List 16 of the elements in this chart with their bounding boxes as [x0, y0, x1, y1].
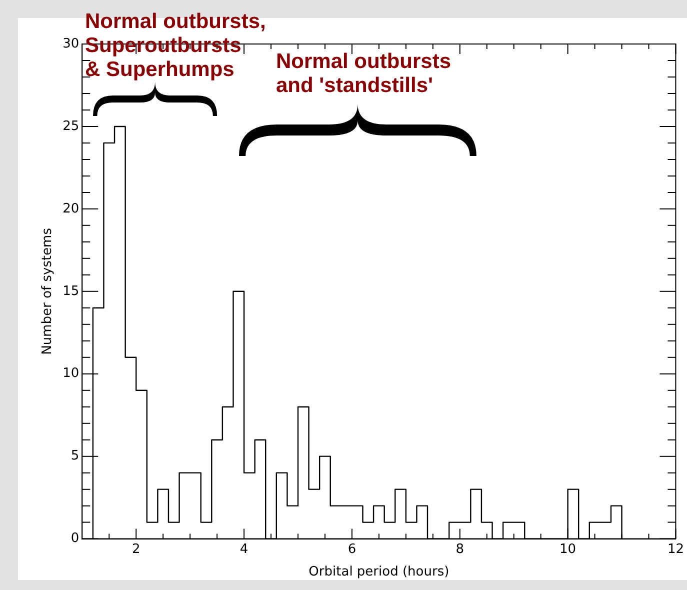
y-tick-label: 20	[62, 201, 80, 216]
y-tick-label: 5	[70, 448, 80, 464]
x-axis-title: Orbital period (hours)	[308, 564, 450, 580]
annotation: Normal outbursts and 'standstills'	[276, 50, 452, 98]
x-tick-label: 6	[348, 542, 356, 557]
y-tick-label: 15	[62, 284, 80, 299]
y-tick-label: 10	[62, 366, 80, 382]
y-axis-title: Number of systems	[40, 228, 56, 355]
y-tick-label: 30	[62, 36, 80, 52]
x-tick-label: 2	[132, 542, 140, 557]
x-tick-label: 4	[240, 542, 248, 557]
x-tick-label: 8	[456, 542, 464, 557]
x-tick-label: 12	[667, 542, 684, 557]
y-tick-label: 25	[62, 118, 80, 134]
y-tick-label: 0	[70, 531, 80, 546]
x-tick-label: 10	[560, 542, 576, 557]
